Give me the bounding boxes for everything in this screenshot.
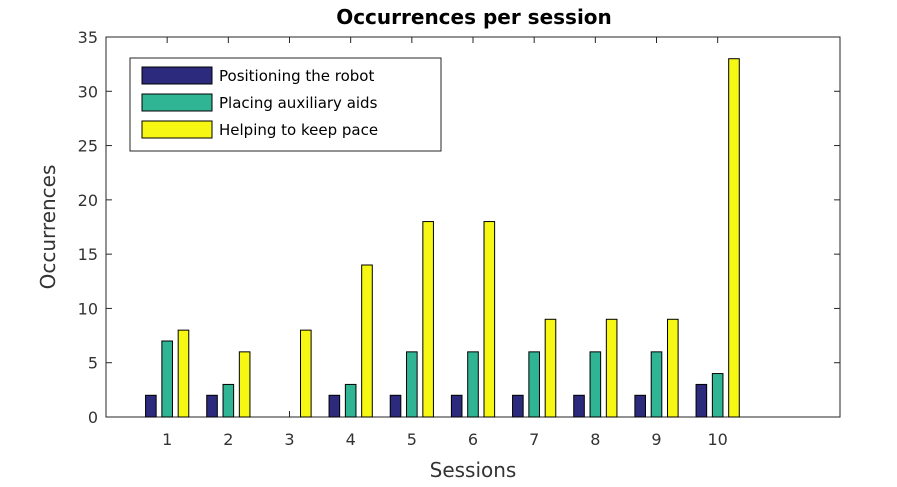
bar-series1-session-9 (634, 394, 646, 418)
legend-swatch-3 (141, 120, 213, 139)
bar-series3-session-6 (483, 221, 496, 418)
x-tick-label: 5 (407, 430, 417, 449)
x-axis-label: Sessions (430, 458, 517, 482)
bar-series1-session-5 (389, 394, 402, 418)
x-tick-label: 3 (284, 430, 294, 449)
legend-swatch-1 (141, 66, 213, 85)
bar-series1-session-1 (145, 394, 157, 418)
y-tick-label: 15 (78, 245, 98, 264)
bar-series3-session-4 (361, 264, 373, 418)
bar-series1-session-2 (206, 394, 218, 418)
y-tick-label: 30 (78, 82, 98, 101)
axis-ticks: 0 5 10 15 20 25 30 35 1 2 3 4 5 6 7 8 9 10 (78, 28, 840, 449)
bar-series2-session-9 (650, 351, 663, 418)
legend: Positioning the robot Placing auxiliary a… (129, 57, 442, 152)
chart-title: Occurrences per session (336, 5, 612, 29)
bar-series1-session-8 (573, 394, 585, 418)
bar-series2-session-1 (161, 340, 173, 418)
y-tick-label: 5 (88, 354, 98, 373)
legend-swatch-2 (141, 93, 213, 112)
bar-series2-session-4 (344, 383, 357, 418)
bar-series3-session-10 (728, 58, 740, 418)
bar-series2-session-8 (589, 351, 602, 418)
x-tick-label: 10 (707, 430, 727, 449)
y-tick-label: 20 (78, 191, 98, 210)
legend-label-3: Helping to keep pace (219, 121, 378, 139)
bar-series2-session-6 (467, 351, 479, 418)
legend-label-2: Placing auxiliary aids (219, 94, 378, 112)
bar-series2-session-10 (711, 373, 724, 418)
x-tick-label: 9 (651, 430, 661, 449)
x-tick-label: 8 (590, 430, 600, 449)
bar-series3-session-5 (422, 221, 434, 418)
bar-series2-session-2 (222, 383, 235, 418)
bar-series3-session-9 (667, 318, 679, 418)
y-axis-label: Occurrences (36, 165, 60, 290)
bar-series1-session-7 (512, 394, 524, 418)
bar-series3-session-1 (177, 329, 190, 418)
bar-series2-session-7 (528, 351, 540, 418)
y-tick-label: 25 (78, 137, 98, 156)
x-tick-label: 2 (223, 430, 233, 449)
x-tick-label: 4 (346, 430, 356, 449)
bar-series3-session-3 (300, 329, 312, 418)
bar-series1-session-6 (450, 394, 463, 418)
bar-series1-session-10 (695, 383, 708, 418)
bar-series2-session-5 (406, 351, 418, 418)
x-tick-label: 7 (529, 430, 539, 449)
bar-series3-session-2 (238, 351, 251, 418)
legend-label-1: Positioning the robot (219, 67, 374, 85)
bars (145, 58, 740, 418)
bar-series1-session-4 (328, 394, 341, 418)
y-tick-label: 0 (88, 408, 98, 427)
y-tick-label: 35 (78, 28, 98, 47)
x-tick-label: 6 (468, 430, 478, 449)
x-tick-label: 1 (162, 430, 172, 449)
bar-series3-session-8 (605, 318, 618, 418)
y-tick-label: 10 (78, 299, 98, 318)
bar-series3-session-7 (544, 318, 557, 418)
